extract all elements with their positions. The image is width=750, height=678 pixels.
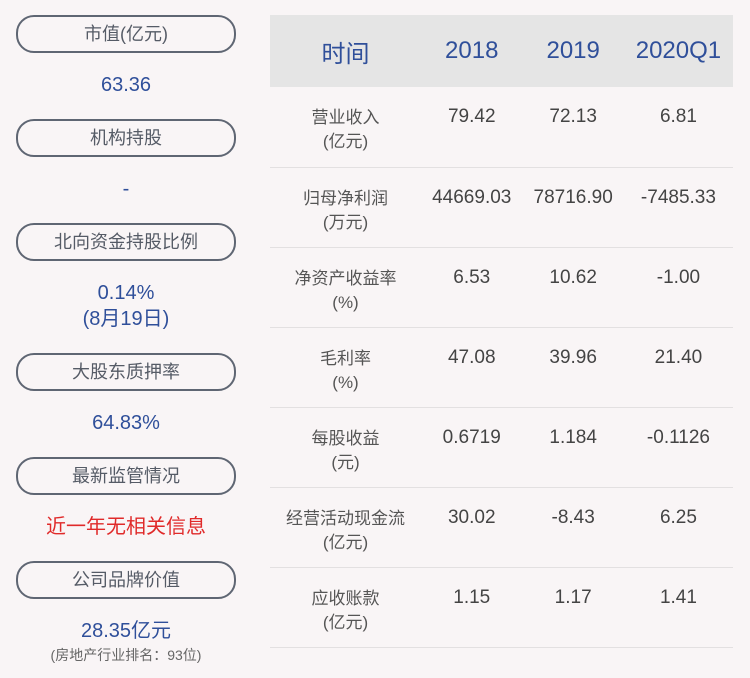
cell-value: 44669.03 xyxy=(421,167,523,248)
cell-value: -7485.33 xyxy=(623,167,733,248)
institution-value: - xyxy=(122,178,130,200)
table-row: 净资产收益率 (%) 6.53 10.62 -1.00 xyxy=(270,247,733,328)
row-label-name: 归母净利润 xyxy=(303,188,389,208)
cell-value: 1.41 xyxy=(623,567,733,648)
table-row: 每股收益 (元) 0.6719 1.184 -0.1126 xyxy=(270,407,733,488)
cell-value: 10.62 xyxy=(522,247,624,328)
col-header: 时间 xyxy=(270,15,422,87)
pill-pledge: 大股东质押率 xyxy=(16,353,236,391)
row-label-unit: (亿元) xyxy=(322,132,369,151)
row-label-name: 净资产收益率 xyxy=(294,268,397,288)
table-header: 时间 2018 2019 2020Q1 xyxy=(270,15,733,87)
cell-value: -8.43 xyxy=(522,487,624,568)
cell-value: 1.184 xyxy=(522,407,624,488)
cell-value: 6.81 xyxy=(623,87,733,168)
cell-value: 39.96 xyxy=(522,327,624,408)
cell-value: 6.25 xyxy=(623,487,733,568)
row-label: 净资产收益率 (%) xyxy=(270,247,422,328)
cell-value: 0.6719 xyxy=(421,407,523,488)
table-row: 毛利率 (%) 47.08 39.96 21.40 xyxy=(270,327,733,408)
row-label-name: 每股收益 xyxy=(311,428,380,448)
row-label: 毛利率 (%) xyxy=(270,327,422,408)
regulation-value: 近一年无相关信息 xyxy=(46,516,206,538)
table-row: 营业收入 (亿元) 79.42 72.13 6.81 xyxy=(270,87,733,168)
row-label-name: 营业收入 xyxy=(311,108,380,127)
row-label: 归母净利润 (万元) xyxy=(270,167,422,248)
cell-value: 6.53 xyxy=(421,247,523,328)
col-header: 2019 xyxy=(522,15,624,87)
cell-value: 72.13 xyxy=(522,87,624,168)
cell-value: 47.08 xyxy=(421,327,523,408)
cell-value: 78716.90 xyxy=(522,167,624,248)
pill-market-cap: 市值(亿元) xyxy=(16,15,236,53)
row-label-unit: (亿元) xyxy=(322,612,369,632)
cell-value: 1.17 xyxy=(522,567,624,648)
pill-brand: 公司品牌价值 xyxy=(16,561,236,599)
pill-institution: 机构持股 xyxy=(16,119,236,157)
row-label-unit: (%) xyxy=(332,372,359,392)
row-label-unit: (亿元) xyxy=(322,532,369,552)
northbound-value: 0.14% xyxy=(97,282,155,304)
col-header: 2020Q1 xyxy=(623,15,733,87)
row-label-unit: (万元) xyxy=(322,212,369,232)
row-label-unit: (%) xyxy=(332,292,359,312)
cell-value: 1.15 xyxy=(421,567,523,648)
cell-value: 79.42 xyxy=(421,87,523,168)
brand-value: 28.35亿元 xyxy=(80,620,172,642)
row-label-unit: (元) xyxy=(331,452,360,472)
row-label: 经营活动现金流 (亿元) xyxy=(270,487,422,568)
col-header: 2018 xyxy=(421,15,523,87)
northbound-date: (8月19日) xyxy=(82,308,170,330)
cell-value: 21.40 xyxy=(623,327,733,408)
table-row: 应收账款 (亿元) 1.15 1.17 1.41 xyxy=(270,567,733,648)
financial-table: 时间 2018 2019 2020Q1 营业收入 (亿元) 79.42 72.13 6.… xyxy=(270,15,733,648)
pill-northbound: 北向资金持股比例 xyxy=(16,223,236,261)
row-label: 每股收益 (元) xyxy=(270,407,422,488)
row-label: 营业收入 (亿元) xyxy=(270,87,422,168)
row-label-name: 经营活动现金流 xyxy=(286,508,406,528)
row-label-name: 毛利率 xyxy=(320,348,372,368)
pledge-value: 64.83% xyxy=(92,412,160,434)
market-cap-value: 63.36 xyxy=(100,74,152,96)
table-row: 经营活动现金流 (亿元) 30.02 -8.43 6.25 xyxy=(270,487,733,568)
pill-regulation: 最新监管情况 xyxy=(16,457,236,495)
table-row: 归母净利润 (万元) 44669.03 78716.90 -7485.33 xyxy=(270,167,733,248)
brand-rank-note: (房地产行业排名：93位) xyxy=(50,647,202,663)
cell-value: 30.02 xyxy=(421,487,523,568)
row-label-name: 应收账款 xyxy=(311,588,380,608)
cell-value: -1.00 xyxy=(623,247,733,328)
cell-value: -0.1126 xyxy=(623,407,733,488)
row-label: 应收账款 (亿元) xyxy=(270,567,422,648)
